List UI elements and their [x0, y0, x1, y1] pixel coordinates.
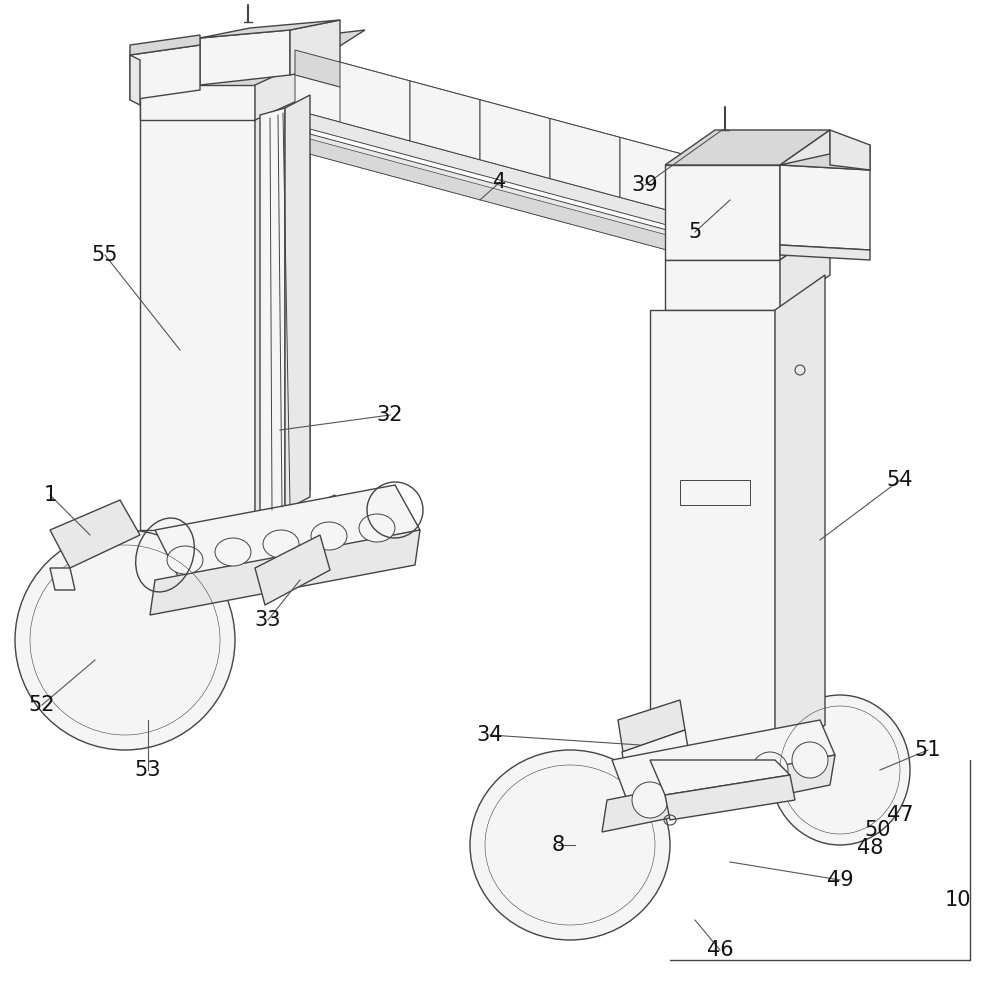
Polygon shape: [290, 20, 340, 75]
Polygon shape: [260, 108, 285, 518]
Ellipse shape: [752, 752, 788, 788]
Ellipse shape: [15, 530, 235, 750]
Polygon shape: [155, 485, 420, 580]
Text: 32: 32: [377, 405, 403, 425]
Polygon shape: [140, 85, 255, 120]
Polygon shape: [285, 95, 310, 510]
Text: 33: 33: [255, 610, 281, 630]
Polygon shape: [130, 35, 200, 55]
Polygon shape: [780, 245, 870, 260]
Polygon shape: [780, 145, 870, 170]
Polygon shape: [140, 100, 255, 530]
Polygon shape: [140, 60, 310, 100]
Ellipse shape: [263, 530, 299, 558]
Text: 8: 8: [551, 835, 565, 855]
Ellipse shape: [672, 772, 708, 808]
Polygon shape: [200, 20, 340, 38]
Polygon shape: [620, 138, 690, 216]
Text: 50: 50: [865, 820, 891, 840]
Ellipse shape: [770, 695, 910, 845]
Polygon shape: [665, 775, 795, 820]
Text: 39: 39: [632, 175, 658, 195]
Polygon shape: [665, 130, 830, 165]
Polygon shape: [612, 720, 835, 800]
Polygon shape: [50, 568, 75, 590]
Polygon shape: [690, 156, 760, 235]
Polygon shape: [200, 30, 290, 85]
Ellipse shape: [712, 762, 748, 798]
Text: 10: 10: [945, 890, 971, 910]
Ellipse shape: [267, 520, 283, 530]
Ellipse shape: [167, 546, 203, 574]
Polygon shape: [295, 135, 760, 275]
Text: 54: 54: [887, 470, 913, 490]
Text: 5: 5: [688, 222, 702, 242]
Ellipse shape: [470, 750, 670, 940]
Text: 47: 47: [887, 805, 913, 825]
Text: 1: 1: [43, 485, 57, 505]
Polygon shape: [255, 60, 310, 120]
Polygon shape: [480, 100, 550, 178]
Ellipse shape: [215, 538, 251, 566]
Polygon shape: [340, 62, 410, 141]
Polygon shape: [622, 730, 690, 782]
Text: 48: 48: [857, 838, 883, 858]
Polygon shape: [150, 530, 420, 615]
Polygon shape: [550, 119, 620, 197]
Text: 34: 34: [477, 725, 503, 745]
Polygon shape: [295, 75, 760, 235]
Polygon shape: [780, 130, 830, 260]
Polygon shape: [295, 110, 760, 250]
Text: 4: 4: [493, 172, 507, 192]
Ellipse shape: [359, 514, 395, 542]
Polygon shape: [650, 760, 790, 795]
Polygon shape: [780, 165, 870, 250]
Polygon shape: [650, 310, 775, 760]
Ellipse shape: [792, 742, 828, 778]
Text: 52: 52: [29, 695, 55, 715]
Ellipse shape: [632, 782, 668, 818]
Polygon shape: [295, 50, 760, 200]
Polygon shape: [602, 755, 835, 832]
Polygon shape: [130, 45, 200, 100]
Text: 46: 46: [707, 940, 733, 960]
Polygon shape: [680, 480, 750, 505]
Polygon shape: [50, 500, 140, 568]
Polygon shape: [255, 535, 330, 605]
Polygon shape: [255, 60, 310, 530]
Ellipse shape: [311, 522, 347, 550]
Polygon shape: [618, 700, 685, 752]
Polygon shape: [830, 130, 870, 170]
Ellipse shape: [257, 513, 293, 537]
Polygon shape: [780, 225, 830, 310]
Polygon shape: [410, 81, 480, 159]
Polygon shape: [130, 55, 140, 105]
Text: 51: 51: [915, 740, 941, 760]
Polygon shape: [665, 260, 780, 310]
Polygon shape: [665, 165, 780, 260]
Text: 49: 49: [827, 870, 853, 890]
Text: 55: 55: [92, 245, 118, 265]
Text: 53: 53: [135, 760, 161, 780]
Polygon shape: [295, 130, 760, 275]
Polygon shape: [255, 495, 340, 568]
Polygon shape: [775, 275, 825, 760]
Polygon shape: [140, 30, 365, 85]
